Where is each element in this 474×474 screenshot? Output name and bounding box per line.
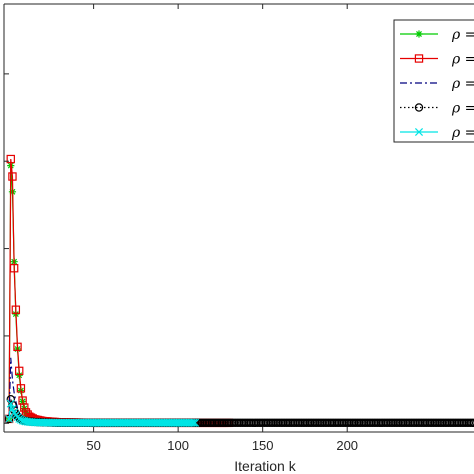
legend-label-4: ρ = [451, 101, 474, 117]
series-2-marker [15, 366, 24, 376]
series-1-line [8, 165, 196, 424]
axes-layer [3, 3, 474, 433]
legend-marker-2 [414, 54, 424, 63]
series-5 [5, 399, 200, 427]
series-2-marker [13, 342, 22, 352]
series-2-marker [6, 154, 15, 164]
tick-labels: 50 100 150 200 [86, 438, 358, 453]
legend-label-5: ρ = [451, 125, 474, 141]
series-2-marker [8, 172, 17, 181]
series-3-line [8, 357, 179, 424]
series-5-marker [6, 399, 15, 408]
series-5-marker [5, 414, 14, 423]
x-tick-label: 150 [252, 438, 274, 453]
x-tick-label: 200 [336, 438, 358, 453]
legend-label-3: ρ = [451, 76, 474, 92]
legend: ρ = ρ = ρ = ρ = ρ = [393, 19, 474, 143]
legend-marker-4 [414, 103, 424, 112]
series-2-marker [16, 384, 26, 393]
x-tick-label: 50 [86, 438, 100, 453]
legend-label-2: ρ = [451, 52, 474, 68]
legend-label-1: ρ = [451, 27, 474, 43]
series-5-marker [191, 418, 200, 427]
series-5-marker [189, 418, 198, 427]
series-3 [8, 357, 179, 424]
series-2-marker [9, 264, 19, 273]
x-axis-label: Iteration k [234, 458, 296, 474]
series-5-marker [187, 418, 196, 427]
plot-layer [4, 154, 474, 428]
series-1 [5, 161, 199, 427]
series-2-line [8, 158, 229, 424]
series-2 [4, 154, 234, 428]
legend-box [393, 19, 474, 143]
legend-marker-1 [415, 30, 423, 38]
series-2-marker [11, 305, 21, 314]
x-tick-label: 100 [167, 438, 189, 453]
legend-marker-5 [414, 127, 424, 137]
